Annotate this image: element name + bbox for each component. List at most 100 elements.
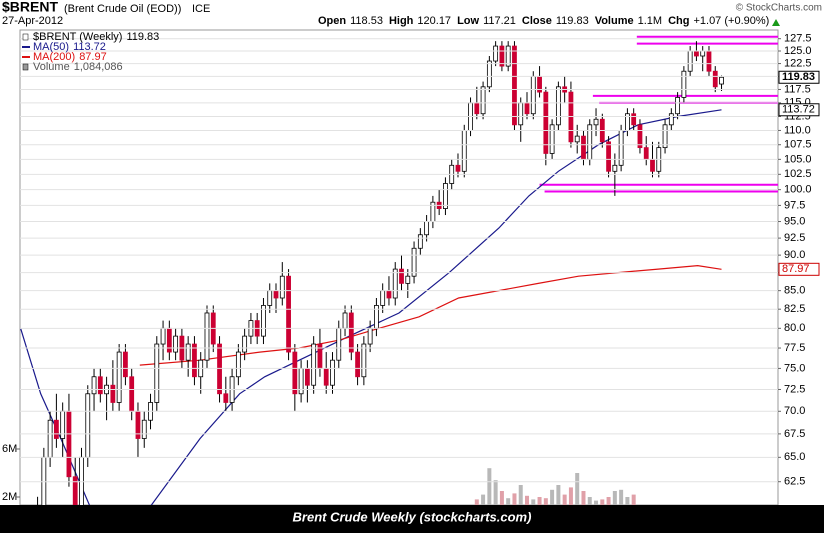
up-arrow	[772, 19, 780, 26]
moving-average	[139, 264, 722, 366]
candle-body	[367, 327, 373, 345]
candle-body	[486, 60, 492, 88]
candle-body	[97, 376, 103, 395]
quote-value: 118.53	[350, 15, 383, 27]
last-value-box	[778, 103, 820, 117]
quote-value: +1.07 (+0.90%)	[693, 15, 769, 27]
candle-body	[712, 70, 718, 88]
candle-body	[474, 102, 480, 115]
candle-body	[135, 410, 141, 439]
candle-body	[110, 384, 116, 403]
candle-body	[681, 70, 687, 98]
volume-bar	[518, 485, 523, 505]
grid	[20, 38, 778, 483]
last-value-box	[778, 262, 820, 276]
candle-body	[323, 368, 329, 386]
y-tick-label: 110.0	[784, 124, 811, 136]
candle-body	[417, 234, 423, 249]
quote-value: 117.21	[483, 15, 516, 27]
y-tick-label: 100.0	[784, 184, 812, 196]
legend-entry: MA(200) 87.97	[33, 51, 107, 63]
candle-body	[66, 410, 72, 478]
volume-bar	[568, 487, 573, 505]
y-tick-label: 107.5	[784, 139, 812, 151]
candle-body	[719, 76, 724, 85]
candle-body	[581, 135, 586, 160]
y-tick-label: 70.0	[784, 405, 805, 417]
candle-body	[668, 113, 674, 126]
y-tick-label: 117.5	[784, 83, 811, 95]
candle-body	[129, 376, 135, 412]
candle-body	[480, 86, 486, 115]
legend-entry: MA(50) 113.72	[33, 41, 106, 53]
candle-body	[694, 50, 699, 57]
volume-tick-label: 6M	[2, 443, 17, 455]
candle-body	[116, 351, 122, 403]
candle-body	[543, 91, 549, 154]
volume-bar	[525, 495, 530, 505]
candle-body	[261, 305, 266, 337]
candle-body	[173, 335, 179, 353]
candle-body	[637, 124, 643, 149]
candle-body	[411, 247, 417, 277]
footer-bar	[0, 505, 824, 533]
candle-body	[606, 141, 611, 172]
y-tick-label: 90.0	[784, 249, 805, 261]
candle-body	[524, 102, 530, 115]
y-tick-label: 127.5	[784, 33, 812, 45]
legend-entry: Volume 1,084,086	[33, 61, 123, 73]
y-tick-label: 67.5	[784, 428, 805, 440]
quote-label: Open	[318, 15, 346, 27]
candle-body	[85, 393, 91, 458]
legend-value: 113.72	[73, 41, 106, 53]
last-value-label: 119.83	[782, 71, 815, 83]
volume-bar	[537, 497, 542, 505]
legend-value: 119.83	[126, 31, 159, 43]
candle-body	[292, 351, 298, 395]
y-tick-label: 77.5	[784, 342, 805, 354]
candle-body	[424, 221, 430, 236]
volume-bar	[556, 485, 561, 505]
quote-value: 1.1M	[638, 15, 662, 27]
volume-bar	[594, 500, 599, 505]
candle-body	[361, 343, 367, 378]
volume-bar	[506, 498, 511, 505]
candle-body	[160, 327, 166, 345]
volume-bar	[600, 499, 605, 505]
candle-body	[706, 50, 712, 72]
candle-body	[53, 419, 59, 439]
candle-body	[549, 124, 555, 154]
volume-bar	[562, 494, 567, 505]
quote-label: Low	[457, 15, 479, 27]
volume-bar	[612, 491, 617, 505]
candle-body	[555, 86, 561, 126]
candle-body	[574, 135, 580, 143]
candle-body	[330, 359, 335, 386]
volume-tick-label: 2M	[2, 491, 17, 503]
footer-caption: Brent Crude Weekly (stockcharts.com)	[293, 509, 532, 524]
candle-body	[631, 113, 637, 126]
candle-body	[141, 419, 147, 439]
y-tick-label: 80.0	[784, 322, 805, 334]
candle-body	[185, 343, 191, 361]
y-tick-label: 62.5	[784, 476, 805, 488]
candle-body	[618, 130, 624, 166]
candle-body	[355, 351, 360, 378]
volume-bar	[550, 489, 555, 505]
y-tick-label: 97.5	[784, 199, 805, 211]
volume-bar	[531, 499, 536, 505]
candle-body	[505, 45, 511, 67]
y-tick-label: 65.0	[784, 451, 805, 463]
candle-body	[336, 327, 342, 361]
date: 27-Apr-2012	[2, 15, 63, 27]
quote-label: Close	[522, 15, 552, 27]
candle-body	[273, 290, 279, 299]
legend-name: MA(200)	[33, 51, 75, 63]
candle-body	[279, 275, 285, 299]
candle-body	[687, 50, 693, 72]
candle-body	[286, 275, 291, 353]
volume-bar	[581, 491, 586, 505]
candle-body	[348, 312, 354, 353]
legend-name: MA(50)	[33, 41, 69, 53]
